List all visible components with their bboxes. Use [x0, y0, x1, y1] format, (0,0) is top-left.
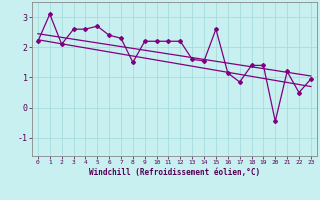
X-axis label: Windchill (Refroidissement éolien,°C): Windchill (Refroidissement éolien,°C): [89, 168, 260, 177]
